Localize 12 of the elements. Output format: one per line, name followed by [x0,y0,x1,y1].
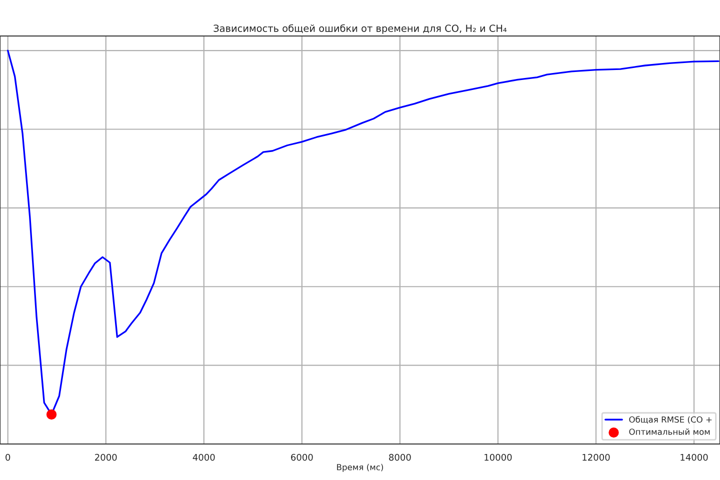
x-tick-label: 10000 [484,454,512,461]
x-tick-label: 14000 [680,454,708,461]
x-tick-label: 12000 [582,454,610,461]
x-tick-label: 4000 [192,454,215,461]
legend-label: Оптимальный мом [629,428,710,435]
x-tick-label: 6000 [291,454,313,461]
legend-label: Общая RMSE (CO + [629,416,712,424]
x-tick-label: 2000 [95,454,117,461]
chart-title: Зависимость общей ошибки от времени для CO, H₂ и CH₄ [214,24,507,34]
x-tick-label: 0 [6,454,10,461]
x-tick-label: 8000 [389,454,411,461]
x-axis-title: Время (мс) [337,464,384,472]
